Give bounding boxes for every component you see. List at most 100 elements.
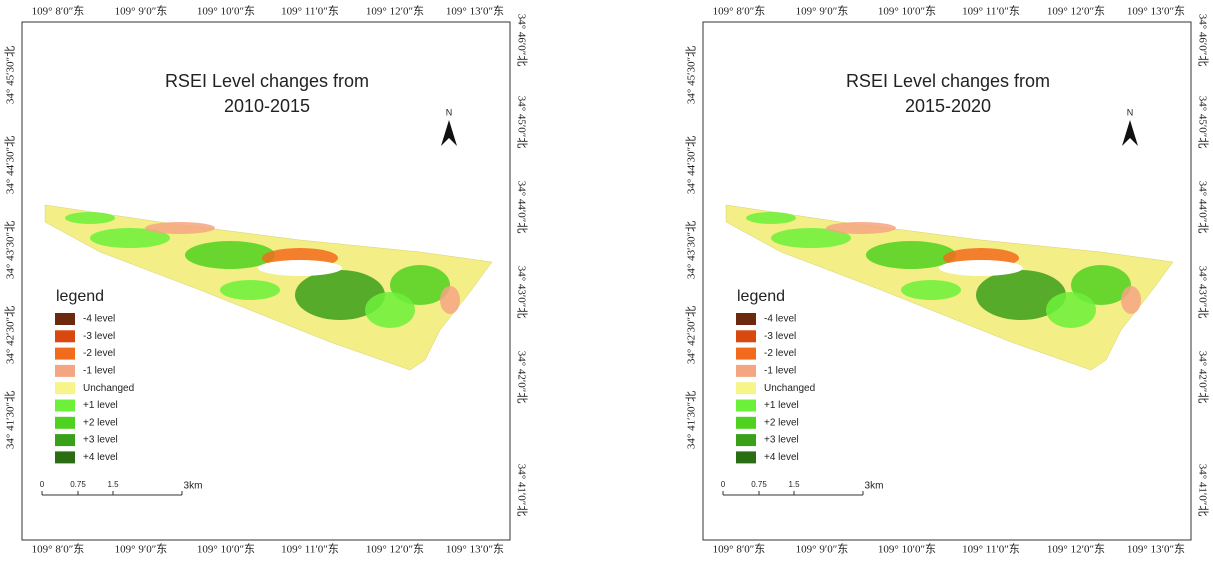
- map-title: RSEI Level changes from: [165, 71, 369, 91]
- legend-label: -3 level: [764, 331, 796, 342]
- change-patch: [746, 212, 796, 224]
- map-title: 2010-2015: [224, 96, 310, 116]
- right-coord-label: 34° 42′0″北: [515, 351, 528, 404]
- legend-swatch: [736, 364, 756, 377]
- top-coord-label: 109° 13′0″东: [1127, 5, 1185, 18]
- bottom-coord-label: 109° 10′0″东: [878, 543, 936, 556]
- legend-swatch: [736, 434, 756, 447]
- bottom-coord-label: 109° 8′0″东: [32, 543, 85, 556]
- left-coord-label: 34° 42′30″北: [4, 306, 17, 364]
- legend-label: +2 level: [764, 417, 799, 428]
- legend-title: legend: [737, 288, 785, 305]
- bottom-coord-label: 109° 12′0″东: [366, 543, 424, 556]
- legend-label: -2 level: [83, 348, 115, 359]
- top-coord-label: 109° 10′0″东: [197, 5, 255, 18]
- legend-label: -2 level: [764, 348, 796, 359]
- scale-label: 3km: [865, 481, 884, 492]
- north-arrow: [1122, 120, 1138, 146]
- legend-swatch: [736, 330, 756, 343]
- top-coord-label: 109° 12′0″东: [366, 5, 424, 18]
- change-patch: [90, 228, 170, 248]
- legend-title: legend: [56, 288, 104, 305]
- legend-swatch: [736, 451, 756, 464]
- top-coord-label: 109° 12′0″东: [1047, 5, 1105, 18]
- map-title: 2015-2020: [905, 96, 991, 116]
- change-patch: [65, 212, 115, 224]
- change-patch: [145, 222, 215, 234]
- scale-label: 0.75: [751, 480, 767, 489]
- left-coord-label: 34° 42′30″北: [685, 306, 698, 364]
- left-coord-label: 34° 43′30″北: [685, 221, 698, 279]
- left-coord-label: 34° 45′30″北: [4, 46, 17, 104]
- legend-label: -3 level: [83, 331, 115, 342]
- map-panel: 109° 8′0″东 109° 9′0″东 109° 10′0″东 109° 11′0…: [685, 5, 1210, 556]
- legend-label: Unchanged: [764, 383, 815, 394]
- top-coord-label: 109° 9′0″东: [115, 5, 168, 18]
- scale-label: 0.75: [70, 480, 86, 489]
- legend-swatch: [55, 313, 75, 325]
- bottom-coord-label: 109° 9′0″东: [115, 543, 168, 556]
- scale-label: 0: [721, 480, 726, 489]
- right-coord-label: 34° 44′0″北: [1196, 181, 1209, 234]
- legend-swatch: [736, 416, 756, 429]
- legend-swatch: [736, 347, 756, 360]
- water-body: [258, 260, 342, 276]
- map-title: RSEI Level changes from: [846, 71, 1050, 91]
- change-patch: [440, 286, 460, 314]
- legend-label: +1 level: [764, 400, 799, 411]
- right-coord-label: 34° 41′0″北: [515, 464, 528, 517]
- legend-label: -4 level: [764, 314, 796, 325]
- right-coord-label: 34° 46′0″北: [1196, 14, 1209, 67]
- right-coord-label: 34° 46′0″北: [515, 14, 528, 67]
- legend-label: +3 level: [83, 435, 118, 446]
- bottom-coord-label: 109° 11′0″东: [281, 543, 339, 556]
- legend-label: +2 level: [83, 417, 118, 428]
- left-coord-label: 34° 44′30″北: [4, 136, 17, 194]
- change-patch: [866, 241, 956, 269]
- change-patch: [826, 222, 896, 234]
- water-body: [939, 260, 1023, 276]
- legend-label: +4 level: [764, 452, 799, 463]
- bottom-coord-label: 109° 9′0″东: [796, 543, 849, 556]
- scale-label: 1.5: [107, 480, 119, 489]
- change-patch: [185, 241, 275, 269]
- bottom-coord-label: 109° 13′0″东: [446, 543, 504, 556]
- left-coord-label: 34° 43′30″北: [4, 221, 17, 279]
- legend-label: -4 level: [83, 314, 115, 325]
- top-coord-label: 109° 10′0″东: [878, 5, 936, 18]
- north-arrow: [441, 120, 457, 146]
- top-coord-label: 109° 13′0″东: [446, 5, 504, 18]
- change-patch: [220, 280, 280, 300]
- legend-swatch: [55, 451, 75, 464]
- right-coord-label: 34° 45′0″北: [515, 96, 528, 149]
- change-patch: [295, 270, 385, 320]
- scale-label: 0: [40, 480, 45, 489]
- bottom-coord-label: 109° 10′0″东: [197, 543, 255, 556]
- legend-label: +3 level: [764, 435, 799, 446]
- left-coord-label: 34° 45′30″北: [685, 46, 698, 104]
- legend-swatch: [736, 399, 756, 412]
- top-coord-label: 109° 8′0″东: [32, 5, 85, 18]
- left-coord-label: 34° 41′30″北: [685, 391, 698, 449]
- bottom-coord-label: 109° 11′0″东: [962, 543, 1020, 556]
- right-coord-label: 34° 43′0″北: [515, 266, 528, 319]
- legend-swatch: [55, 330, 75, 343]
- change-patch: [1046, 292, 1096, 328]
- legend-swatch: [55, 347, 75, 360]
- top-coord-label: 109° 11′0″东: [281, 5, 339, 18]
- change-patch: [365, 292, 415, 328]
- top-coord-label: 109° 8′0″东: [713, 5, 766, 18]
- right-coord-label: 34° 44′0″北: [515, 181, 528, 234]
- legend-swatch: [55, 416, 75, 429]
- legend-swatch: [55, 364, 75, 377]
- legend-label: +4 level: [83, 452, 118, 463]
- right-coord-label: 34° 43′0″北: [1196, 266, 1209, 319]
- change-patch: [976, 270, 1066, 320]
- legend-swatch: [55, 382, 75, 395]
- bottom-coord-label: 109° 12′0″东: [1047, 543, 1105, 556]
- bottom-coord-label: 109° 8′0″东: [713, 543, 766, 556]
- bottom-coord-label: 109° 13′0″东: [1127, 543, 1185, 556]
- legend-label: +1 level: [83, 400, 118, 411]
